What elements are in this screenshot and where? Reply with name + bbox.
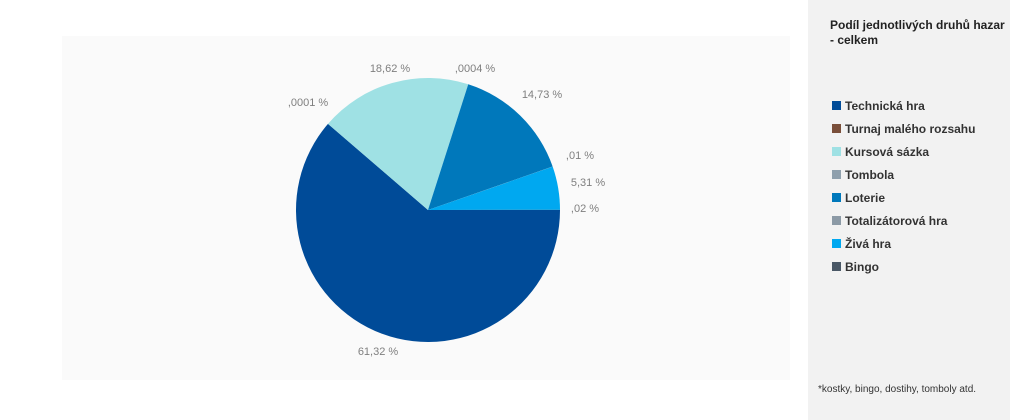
- legend-list: Technická hra Turnaj malého rozsahu Kursov…: [832, 94, 975, 278]
- legend-swatch: [832, 216, 841, 225]
- pie-slice-kursov-s-zka: [327, 78, 469, 211]
- legend-swatch: [832, 239, 841, 248]
- legend-swatch: [832, 101, 841, 110]
- legend-label: Kursová sázka: [845, 144, 930, 159]
- slice-data-label: ,0004 %: [455, 63, 496, 75]
- legend-label: Tombola: [845, 167, 895, 182]
- legend-swatch: [832, 170, 841, 179]
- footnote: *kostky, bingo, dostihy, tomboly atd.: [818, 384, 977, 395]
- legend-swatch: [832, 262, 841, 271]
- legend-swatch: [832, 124, 841, 133]
- legend-label: Totalizátorová hra: [845, 213, 948, 228]
- legend-item[interactable]: Živá hra: [832, 232, 975, 255]
- legend-label: Loterie: [845, 190, 886, 205]
- legend-item[interactable]: Totalizátorová hra: [832, 209, 975, 232]
- legend-swatch: [832, 193, 841, 202]
- legend-panel: Podíl jednotlivých druhů hazar - celkem …: [808, 0, 1010, 420]
- pie-slice-totaliz-torov-hra: [428, 166, 553, 210]
- legend-item[interactable]: Tombola: [832, 163, 975, 186]
- legend-label: Turnaj malého rozsahu: [845, 121, 976, 136]
- legend-swatch: [832, 147, 841, 156]
- slice-data-label: ,0001 %: [288, 97, 329, 109]
- pie-slice--iv-hra: [428, 166, 560, 210]
- pie-slice-technick-hra: [296, 123, 560, 342]
- slice-data-label: 5,31 %: [571, 177, 605, 189]
- slice-data-label: 18,62 %: [370, 63, 411, 75]
- legend-title-line-1: Podíl jednotlivých druhů hazar: [830, 18, 1005, 32]
- legend-item[interactable]: Turnaj malého rozsahu: [832, 117, 975, 140]
- slice-data-label: 14,73 %: [522, 89, 563, 101]
- chart-area: 61,32 % ,0001 % 18,62 % ,0004 % 14,73 % ,01 %…: [287, 63, 606, 358]
- legend-item[interactable]: Bingo: [832, 255, 975, 278]
- legend-item[interactable]: Kursová sázka: [832, 140, 975, 163]
- slice-data-label: 61,32 %: [358, 346, 399, 358]
- legend-item[interactable]: Loterie: [832, 186, 975, 209]
- legend-label: Technická hra: [845, 98, 925, 113]
- pie-chart: 61,32 % ,0001 % 18,62 % ,0004 % 14,73 % ,01 %…: [288, 63, 606, 358]
- legend-item[interactable]: Technická hra: [832, 94, 975, 117]
- legend-title-line-2: - celkem: [830, 33, 879, 47]
- slice-data-label: ,01 %: [566, 150, 594, 162]
- legend-label: Živá hra: [845, 236, 892, 251]
- pie-slice-loterie: [428, 84, 553, 210]
- legend-title: Podíl jednotlivých druhů hazar - celkem: [830, 18, 1008, 48]
- legend-label: Bingo: [845, 259, 879, 274]
- slice-data-label: ,02 %: [571, 203, 599, 215]
